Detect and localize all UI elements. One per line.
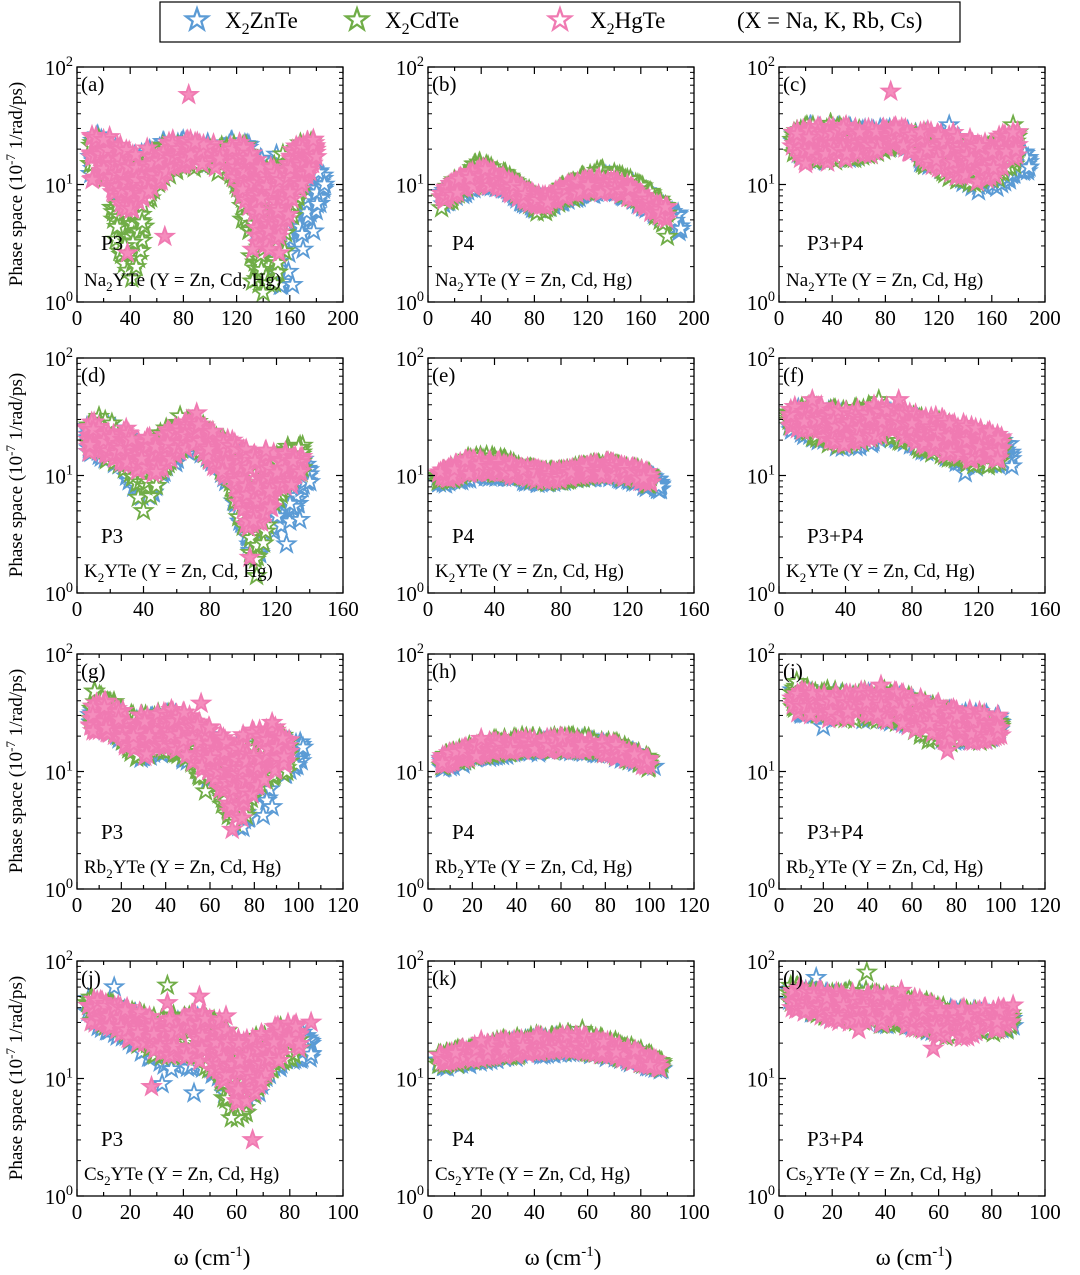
y-tick-label: 100	[45, 580, 73, 606]
x-tick-label: 0	[774, 306, 785, 330]
process-label: P3	[101, 524, 123, 548]
x-tick-label: 160	[274, 306, 306, 330]
x-tick-label: 120	[923, 306, 955, 330]
y-axis: 100 101 102	[396, 54, 694, 315]
y-tick-label: 101	[396, 172, 424, 198]
panel-label: (a)	[81, 72, 104, 96]
compound-label: Na2YTe (Y = Zn, Cd, Hg)	[786, 270, 983, 294]
y-tick-label: 102	[747, 54, 775, 80]
x-tick-label: 80	[173, 306, 194, 330]
panel-label: (c)	[783, 72, 806, 96]
x-tick-label: 160	[976, 306, 1008, 330]
panel-b: 100 101 102 0 40 80 120 160 200 (b) P4 Na2YTe (Y = …	[396, 54, 710, 330]
panel-a: 100 101 102 0 40 80 120 160 200 (a) P3 Na2YTe (Y = …	[45, 54, 359, 330]
panel-c: 100 101 102 0 40 80 120 160 200 (c) P3+P4 Na2YTe (Y…	[747, 54, 1061, 330]
x-tick-label: 120	[572, 306, 604, 330]
y-tick-label: 102	[45, 54, 73, 80]
legend-note: (X = Na, K, Rb, Cs)	[737, 8, 922, 33]
process-label: P3	[101, 231, 123, 255]
x-axis: 0 40 80 120 160 200	[423, 67, 710, 330]
y-tick-label: 102	[396, 54, 424, 80]
x-tick-label: 80	[875, 306, 896, 330]
x-tick-label: 160	[625, 306, 657, 330]
panel-label: (b)	[432, 72, 457, 96]
x-tick-label: 120	[261, 597, 293, 621]
compound-label: K2YTe (Y = Zn, Cd, Hg)	[84, 561, 273, 585]
legend-entry-hg: X2HgTe	[547, 7, 665, 38]
x-axis: 0 40 80 120 160 200	[774, 67, 1061, 330]
compound-label: Na2YTe (Y = Zn, Cd, Hg)	[84, 270, 281, 294]
x-tick-label: 200	[327, 306, 359, 330]
x-axis: 0 40 80 120 160 200	[72, 67, 359, 330]
legend-cd-label: X2CdTe	[385, 8, 459, 38]
y-axis: 100 101 102	[747, 54, 1045, 315]
y-tick-label: 100	[396, 289, 424, 315]
legend-zn-label: X2ZnTe	[225, 8, 298, 38]
y-tick-label: 100	[747, 289, 775, 315]
panel-d: 100 101 102 0 40 80 120 160 (d) P3 K2YTe (Y = Zn, …	[45, 345, 359, 621]
x-tick-label: 0	[423, 306, 434, 330]
legend: X2ZnTe X2CdTe X2HgTe (X = Na, K, Rb, Cs)	[159, 1, 961, 43]
y-tick-label: 100	[45, 289, 73, 315]
panel-grid: 100 101 102 0 40 80 120 160 200 (a) P3 Na2YTe (Y = …	[45, 54, 1061, 1224]
y-tick-label: 101	[45, 463, 73, 489]
y-axis: 100 101 102	[45, 54, 343, 315]
legend-entry-zn: X2ZnTe	[184, 7, 298, 38]
y-tick-label: 102	[45, 345, 73, 371]
y-axis: 100 101 102	[45, 345, 343, 606]
x-tick-label: 40	[471, 306, 492, 330]
x-tick-label: 40	[822, 306, 843, 330]
y-tick-label: 101	[45, 172, 73, 198]
x-tick-label: 40	[133, 597, 154, 621]
x-tick-label: 0	[72, 306, 83, 330]
x-tick-label: 200	[1029, 306, 1061, 330]
x-tick-label: 80	[524, 306, 545, 330]
x-axis: 0 40 80 120 160	[72, 358, 359, 621]
x-tick-label: 120	[221, 306, 253, 330]
x-tick-label: 200	[678, 306, 710, 330]
x-tick-label: 80	[200, 597, 221, 621]
x-tick-label: 0	[72, 597, 83, 621]
legend-entry-cd: X2CdTe	[344, 7, 459, 38]
y-tick-label: 101	[747, 172, 775, 198]
x-tick-label: 160	[327, 597, 359, 621]
process-label: P3+P4	[807, 231, 864, 255]
process-label: P4	[452, 231, 475, 255]
compound-label: Na2YTe (Y = Zn, Cd, Hg)	[435, 270, 632, 294]
x-tick-label: 40	[120, 306, 141, 330]
legend-hg-label: X2HgTe	[590, 8, 665, 38]
panel-label: (d)	[81, 363, 106, 387]
